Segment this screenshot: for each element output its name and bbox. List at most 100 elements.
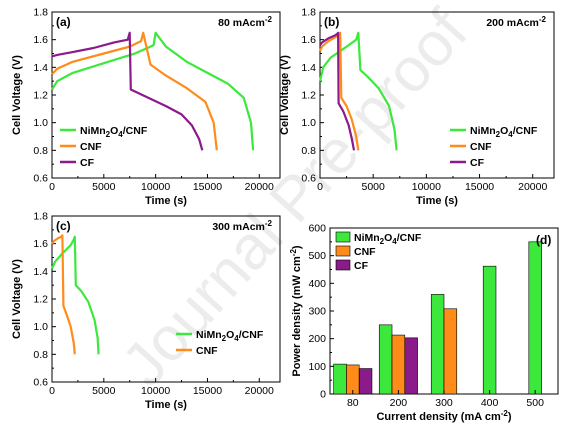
legend-label: NiMn2O4/CNF [470, 125, 538, 139]
condition-label: 300 mAcm-2 [212, 219, 272, 233]
legend-swatch [335, 245, 351, 257]
panel-label: (a) [56, 15, 71, 29]
bar [404, 337, 418, 395]
y-tick-label: 1.2 [301, 90, 316, 102]
x-axis-label: Time (s) [145, 195, 187, 207]
x-tick-label: 0 [49, 181, 55, 193]
bar [528, 241, 542, 395]
x-tick-label: 5000 [92, 385, 116, 397]
legend-swatch [335, 259, 351, 271]
legend: NiMn2O4/CNF CNF [176, 329, 264, 357]
y-axis-label: Cell Voltage (V) [11, 259, 23, 339]
legend-label: CF [80, 157, 95, 169]
x-tick-label: 0 [49, 385, 55, 397]
legend-label: CF [354, 260, 369, 272]
bar [333, 363, 347, 395]
y-tick-label: 400 [308, 278, 326, 290]
y-tick-label: 1.6 [33, 34, 48, 46]
y-tick-label: 1.2 [33, 90, 48, 102]
legend-label: CNF [196, 345, 218, 357]
x-tick-label: 15000 [193, 181, 222, 193]
x-tick-label: 5000 [362, 181, 386, 193]
y-tick-label: 100 [308, 361, 326, 373]
y-tick-label: 0.6 [301, 173, 316, 185]
panel-d: 80 200 300 400 500 0 100 200 300 400 500 600 Current… [289, 223, 559, 423]
y-tick-label: 0.6 [33, 173, 48, 185]
y-tick-label: 1.0 [33, 117, 48, 129]
series-line [319, 31, 356, 151]
panel-c: 0 5000 10000 15000 20000 0.6 0.8 1.0 1.2 1.4 1.6 1.… [11, 211, 281, 411]
x-tick-label: 80 [347, 397, 359, 409]
legend: NiMn2O4/CNF CNF CF [60, 125, 148, 169]
y-tick-label: 1.4 [33, 266, 48, 278]
y-tick-label: 0.6 [33, 377, 48, 389]
legend-label: CNF [80, 141, 102, 153]
x-axis-label: Time (s) [145, 399, 187, 411]
x-tick-label: 10000 [141, 385, 170, 397]
bar [482, 265, 497, 395]
legend-swatch [335, 231, 351, 243]
x-tick-label: 400 [481, 397, 499, 409]
legend-label: CNF [470, 141, 492, 153]
plot-frame [51, 11, 281, 179]
y-tick-label: 600 [308, 223, 326, 235]
x-tick-label: 500 [526, 397, 544, 409]
y-tick-label: 1.6 [33, 238, 48, 250]
y-tick-label: 1.2 [33, 294, 48, 306]
x-axis-label: Time (s) [416, 195, 458, 207]
panel-label: (d) [536, 233, 551, 247]
x-tick-label: 20000 [245, 181, 274, 193]
y-tick-label: 0.8 [33, 349, 48, 361]
x-tick-label: 15000 [193, 385, 222, 397]
y-tick-label: 1.0 [33, 321, 48, 333]
y-tick-label: 500 [308, 250, 326, 262]
series-line [51, 31, 204, 151]
y-tick-label: 1.4 [33, 62, 48, 74]
legend: NiMn2O4/CNF CNF CF [450, 125, 538, 169]
y-tick-label: 1.0 [301, 117, 316, 129]
legend-label: NiMn2O4/CNF [80, 125, 148, 139]
y-tick-label: 200 [308, 333, 326, 345]
y-tick-label: 300 [308, 306, 326, 318]
x-tick-label: 200 [390, 397, 408, 409]
y-tick-label: 1.4 [301, 62, 316, 74]
x-tick-label: 20000 [518, 181, 547, 193]
y-tick-label: 1.8 [33, 211, 48, 223]
y-axis-label: Cell Voltage (V) [279, 55, 291, 135]
series-line [51, 31, 218, 151]
y-tick-label: 1.8 [33, 7, 48, 19]
bar [443, 308, 458, 395]
y-tick-label: 0.8 [301, 145, 316, 157]
x-tick-label: 10000 [141, 181, 170, 193]
series-line [50, 235, 100, 355]
panel-b: 0 5000 10000 15000 20000 0.6 0.8 1.0 1.2 1.4 1.6 1.… [279, 7, 555, 207]
legend-label: NiMn2O4/CNF [196, 329, 264, 343]
series-line [51, 234, 76, 355]
bar [430, 294, 445, 395]
legend-label: CF [470, 157, 485, 169]
panel-a: 0 5000 10000 15000 20000 0.6 0.8 1.0 1.2 1.4 1.6 1.… [11, 7, 281, 207]
bar [358, 368, 373, 395]
y-tick-label: 0 [320, 389, 326, 401]
series-line [318, 31, 398, 151]
bar [391, 334, 406, 395]
x-tick-label: 20000 [245, 385, 274, 397]
condition-label: 200 mAcm-2 [486, 15, 546, 29]
x-tick-label: 0 [317, 181, 323, 193]
y-tick-label: 1.8 [301, 7, 316, 19]
y-axis-label: Power density (mW cm-2) [289, 245, 303, 377]
x-tick-label: 15000 [465, 181, 494, 193]
x-tick-label: 300 [435, 397, 453, 409]
bar [346, 364, 360, 395]
y-tick-label: 0.8 [33, 145, 48, 157]
condition-label: 80 mAcm-2 [218, 15, 272, 29]
bar [378, 324, 393, 395]
legend-label: NiMn2O4/CNF [354, 232, 422, 246]
legend-label: CNF [354, 246, 376, 258]
series-line [319, 31, 360, 151]
y-axis-label: Cell Voltage (V) [11, 55, 23, 135]
x-tick-label: 5000 [92, 181, 116, 193]
y-tick-label: 1.6 [301, 34, 316, 46]
